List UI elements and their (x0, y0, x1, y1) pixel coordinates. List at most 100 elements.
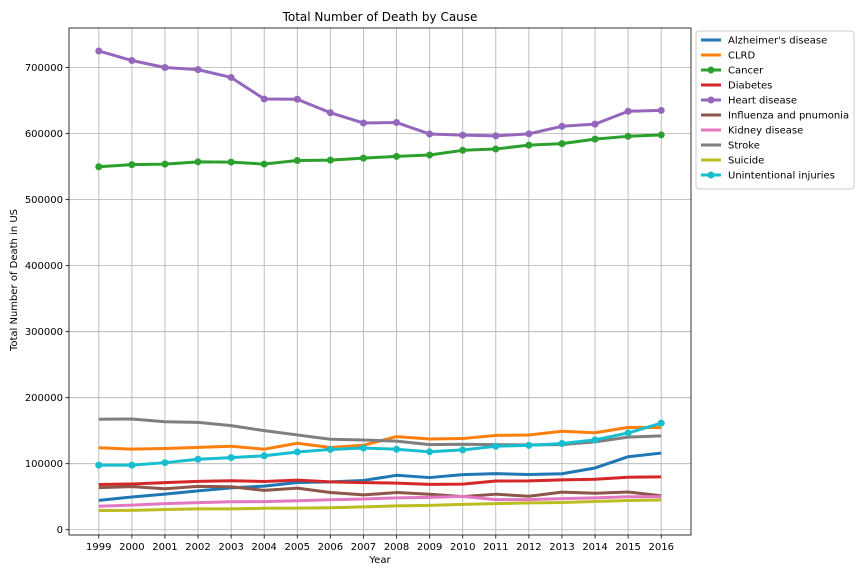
x-axis: 1999 2000 2001 2002 2003 2004 2005 2006 2007 2008… (86, 535, 674, 553)
data-point (591, 120, 599, 128)
series-cancer (95, 131, 665, 171)
legend-entry: Alzheimer's disease (701, 36, 827, 47)
legend-label: Heart disease (728, 96, 797, 107)
legend-marker (707, 171, 715, 179)
series-line (98, 494, 662, 508)
data-point (624, 132, 632, 140)
x-tick-label: 2016 (648, 542, 673, 553)
chart-title: Total Number of Death by Cause (282, 10, 478, 24)
series-alzheimer-s-disease (98, 451, 662, 502)
legend-label: Unintentional injuries (728, 171, 835, 182)
y-tick-label: 400000 (25, 261, 63, 272)
y-axis-title: Total Number of Death in US (9, 209, 20, 352)
legend-entry: Cancer (701, 66, 764, 77)
x-tick-label: 2003 (218, 542, 243, 553)
legend-label: Kidney disease (728, 126, 803, 137)
data-point (161, 64, 169, 72)
x-tick-label: 2000 (119, 542, 144, 553)
series-line (98, 475, 662, 487)
data-point (359, 119, 367, 127)
data-point (657, 419, 665, 427)
x-tick-label: 2004 (251, 542, 276, 553)
legend-entry: Kidney disease (701, 126, 803, 137)
y-tick-label: 600000 (25, 129, 63, 140)
data-point (194, 158, 202, 166)
x-tick-label: 2013 (549, 542, 574, 553)
legend-entry: Diabetes (701, 81, 772, 92)
legend-label: Stroke (728, 141, 760, 152)
data-point (128, 461, 136, 469)
x-tick-label: 2007 (351, 542, 376, 553)
data-point (359, 154, 367, 162)
series-line (98, 484, 662, 499)
series-line (98, 451, 662, 502)
x-tick-label: 2008 (384, 542, 409, 553)
data-point (161, 459, 169, 467)
series-line (98, 425, 662, 451)
data-point (492, 145, 500, 153)
legend-label: Cancer (728, 66, 764, 77)
data-point (426, 130, 434, 138)
x-tick-label: 2010 (450, 542, 475, 553)
data-point (260, 452, 268, 460)
data-point (393, 152, 401, 160)
series-suicide (98, 498, 662, 512)
data-point (525, 441, 533, 449)
legend-entry: Unintentional injuries (701, 171, 835, 182)
data-point (194, 66, 202, 74)
data-point (161, 160, 169, 168)
legend-label: Alzheimer's disease (728, 36, 827, 47)
data-point (128, 161, 136, 169)
data-point (326, 445, 334, 453)
legend-entry: Heart disease (701, 96, 797, 107)
legend-box (695, 30, 855, 190)
data-point (260, 95, 268, 103)
data-point (293, 448, 301, 456)
data-point (293, 156, 301, 164)
x-tick-label: 2002 (185, 542, 210, 553)
x-tick-label: 2009 (417, 542, 442, 553)
y-tick-label: 300000 (25, 327, 63, 338)
series-line (98, 133, 662, 169)
legend-label: Influenza and pnumonia (728, 111, 849, 122)
legend: Alzheimer's disease CLRD Cancer Diabetes Hea… (695, 30, 855, 190)
data-point (426, 448, 434, 456)
series-kidney-disease (98, 494, 662, 508)
data-point (95, 163, 103, 171)
data-point (393, 119, 401, 127)
x-tick-label: 2005 (285, 542, 310, 553)
data-point (260, 160, 268, 168)
grid (69, 28, 691, 535)
data-point (558, 122, 566, 130)
data-point (525, 130, 533, 138)
data-point (525, 141, 533, 149)
data-point (194, 455, 202, 463)
data-point (95, 461, 103, 469)
data-point (227, 73, 235, 81)
data-point (492, 132, 500, 140)
legend-entry: Influenza and pnumonia (701, 111, 849, 122)
data-point (591, 135, 599, 143)
y-tick-label: 200000 (25, 393, 63, 404)
legend-entry: CLRD (701, 51, 756, 62)
y-tick-label: 0 (57, 525, 63, 536)
plot-frame (68, 27, 692, 536)
x-tick-label: 2006 (318, 542, 343, 553)
data-point (459, 146, 467, 154)
data-point (128, 57, 136, 65)
data-point (326, 109, 334, 117)
x-tick-label: 2015 (615, 542, 640, 553)
legend-label: Suicide (728, 156, 764, 167)
x-tick-label: 2001 (152, 542, 177, 553)
data-point (326, 156, 334, 164)
x-axis-title: Year (368, 555, 391, 566)
x-tick-label: 1999 (86, 542, 111, 553)
data-point (426, 151, 434, 159)
x-tick-label: 2012 (516, 542, 541, 553)
x-tick-label: 2011 (483, 542, 508, 553)
y-tick-label: 700000 (25, 63, 63, 74)
data-point (293, 95, 301, 103)
data-point (492, 442, 500, 450)
data-point (227, 158, 235, 166)
